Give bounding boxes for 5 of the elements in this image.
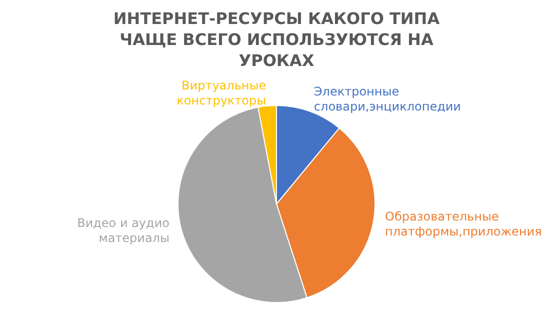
slice-label: Виртуальные конструкторы <box>176 78 266 108</box>
slice-label: Электронные словари,энциклопедии <box>314 84 461 114</box>
chart-title: ИНТЕРНЕТ-РЕСУРСЫ КАКОГО ТИПА ЧАЩЕ ВСЕГО ИСПОЛЬЗУЮТСЯ НА УРОКАХ <box>112 8 441 71</box>
slice-label: Видео и аудио материалы <box>77 216 170 246</box>
slice-label: Образовательные платформы,приложения <box>385 209 542 238</box>
